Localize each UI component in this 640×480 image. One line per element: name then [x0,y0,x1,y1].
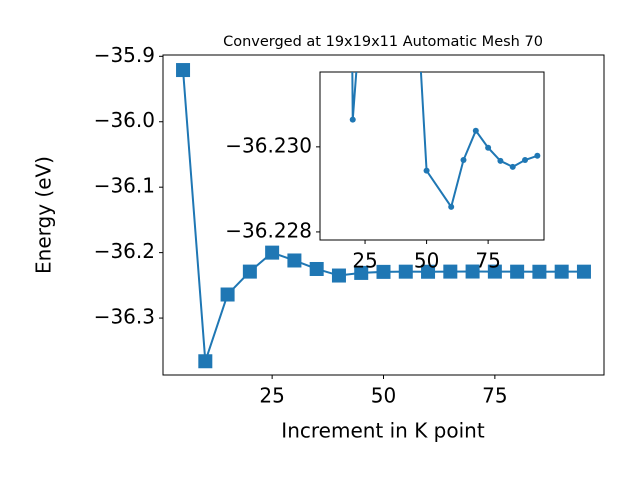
marker [354,265,369,280]
marker [465,264,480,279]
marker [198,354,213,369]
marker [265,245,280,260]
marker [487,264,502,279]
marker [522,157,529,164]
marker [376,264,391,279]
x-axis-label: Increment in K point [281,419,485,443]
marker [176,63,191,78]
marker [220,287,235,302]
marker [554,264,569,279]
y-tick-label: −36.2 [94,239,155,263]
y-axis-label: Energy (eV) [32,156,56,274]
x-tick-label: 75 [482,384,507,408]
marker [448,203,455,210]
marker [485,144,492,151]
y-tick-label: −35.9 [94,43,155,67]
marker [460,157,467,164]
marker [423,167,430,174]
y-tick-label: −36.230 [225,133,312,157]
chart-title: Converged at 19x19x11 Automatic Mesh 70 [223,34,543,50]
marker [510,264,525,279]
marker [576,264,591,279]
x-tick-label: 50 [371,384,396,408]
marker [398,264,413,279]
marker [349,116,356,123]
marker [242,264,257,279]
series [176,63,591,369]
series [349,72,541,210]
marker [472,127,479,134]
x-tick-label: 50 [414,249,439,273]
marker [534,152,541,159]
x-tick-label: 75 [475,249,500,273]
y-tick-label: −36.228 [225,218,312,242]
x-tick-label: 25 [259,384,284,408]
plot-area [319,71,545,241]
marker [309,261,324,276]
marker [497,157,504,164]
marker [331,268,346,283]
marker [421,264,436,279]
marker [509,163,516,170]
marker [287,253,302,268]
y-tick-label: −36.1 [94,174,155,198]
x-tick-label: 25 [352,249,377,273]
y-tick-label: −36.0 [94,108,155,132]
y-tick-label: −36.3 [94,305,155,329]
marker [532,264,547,279]
marker [443,264,458,279]
